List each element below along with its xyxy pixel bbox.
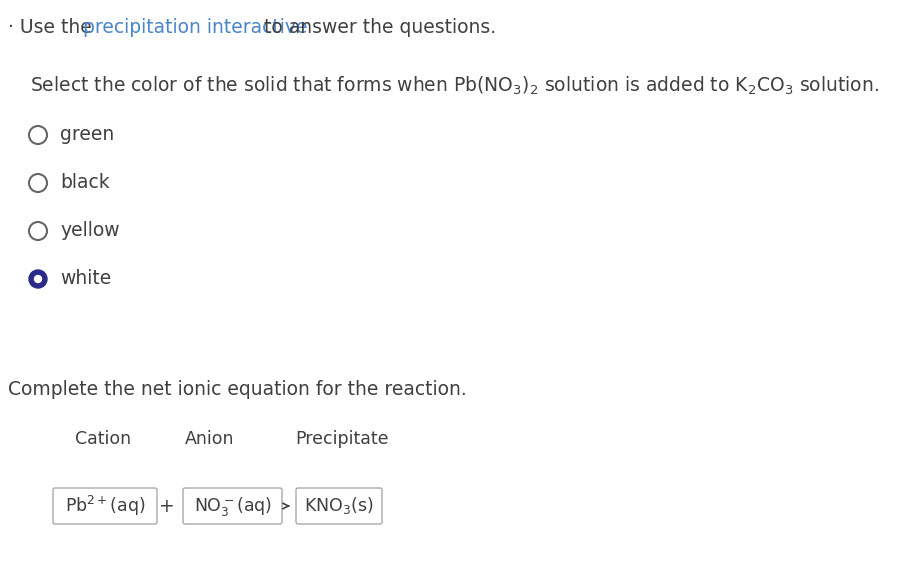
Text: to answer the questions.: to answer the questions. [258,18,496,37]
Text: $\mathregular{NO_3^-(aq)}$: $\mathregular{NO_3^-(aq)}$ [194,495,271,517]
Text: green: green [60,125,114,144]
Circle shape [35,276,41,283]
Text: · Use the: · Use the [8,18,98,37]
Text: Precipitate: Precipitate [295,430,389,448]
FancyBboxPatch shape [296,488,382,524]
Circle shape [29,270,47,288]
Text: Cation: Cation [75,430,131,448]
Text: $\mathregular{KNO_3(s)}$: $\mathregular{KNO_3(s)}$ [304,495,373,517]
Text: Complete the net ionic equation for the reaction.: Complete the net ionic equation for the … [8,380,467,399]
Text: Anion: Anion [185,430,235,448]
Text: $\mathregular{Pb^{2+}(aq)}$: $\mathregular{Pb^{2+}(aq)}$ [65,494,145,518]
Text: black: black [60,173,110,192]
Text: precipitation interactive: precipitation interactive [83,18,308,37]
Text: +: + [159,497,175,516]
Text: Select the color of the solid that forms when Pb(NO$_3$)$_2$ solution is added t: Select the color of the solid that forms… [30,75,879,97]
Text: yellow: yellow [60,221,120,240]
FancyBboxPatch shape [53,488,157,524]
FancyBboxPatch shape [183,488,282,524]
Text: white: white [60,269,111,288]
